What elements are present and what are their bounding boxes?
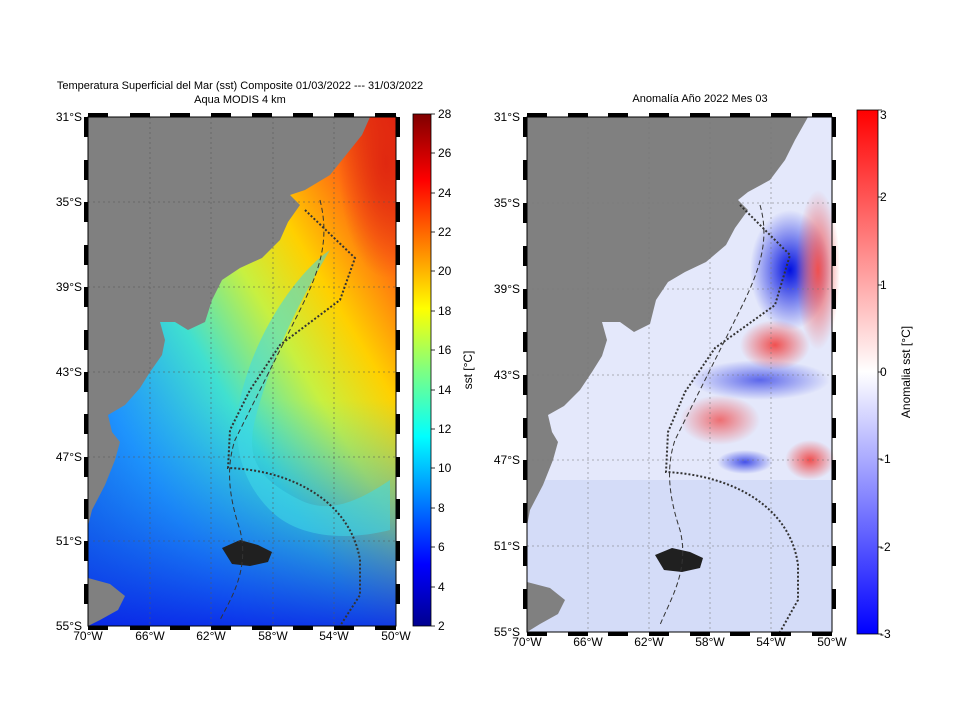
left-cbar-tick-6: 6	[438, 540, 445, 554]
right-ez-boundary	[664, 204, 799, 633]
left-lat-label-31: 31°S	[56, 110, 82, 124]
left-lon-label-50: 50°W	[381, 629, 411, 643]
right-warm-anomaly-mid	[740, 320, 810, 370]
right-colorbar-ticks	[878, 109, 882, 635]
right-map-title: Anomalía Año 2022 Mes 03	[632, 93, 768, 105]
left-isobath	[219, 199, 325, 621]
right-land-tierra-del-fuego	[527, 582, 565, 632]
right-anomaly-map: 31°S 35°S 39°S 43°S 47°S 51°S 55°S 70°W …	[494, 110, 848, 649]
left-cbar-tick-24: 24	[438, 186, 452, 200]
left-lat-label-43: 43°S	[56, 365, 82, 379]
left-cbar-tick-8: 8	[438, 501, 445, 515]
right-lon-label-54: 54°W	[756, 635, 786, 649]
left-lon-label-58: 58°W	[258, 629, 288, 643]
left-cbar-tick-4: 4	[438, 580, 445, 594]
right-colorbar-ramp	[856, 109, 879, 635]
right-lon-label-58: 58°W	[695, 635, 725, 649]
left-lon-label-70: 70°W	[73, 629, 103, 643]
right-cbar-tick-neg2: -2	[880, 540, 891, 554]
right-lon-label-70: 70°W	[512, 635, 542, 649]
right-cbar-tick-1: 1	[880, 278, 887, 292]
left-cbar-tick-20: 20	[438, 264, 452, 278]
left-lon-label-62: 62°W	[196, 629, 226, 643]
left-cbar-tick-2: 2	[438, 619, 445, 633]
left-map-title-line2: Aqua MODIS 4 km	[194, 94, 286, 106]
left-colorbar-label: sst [°C]	[461, 351, 475, 390]
left-sst-map: 31°S 35°S 39°S 43°S 47°S 51°S 55°S 70°W …	[56, 110, 412, 643]
left-lat-label-35: 35°S	[56, 195, 82, 209]
left-lat-label-39: 39°S	[56, 280, 82, 294]
left-malvinas-current	[237, 250, 390, 536]
right-cbar-tick-3: 3	[880, 108, 887, 122]
right-colorbar-label: Anomalia sst [°C]	[899, 326, 913, 418]
right-frame-ticks	[523, 113, 836, 636]
right-colorbar: 3 2 1 0 -1 -2 -3 Anomalia sst [°C]	[856, 108, 913, 641]
right-cbar-tick-neg3: -3	[880, 627, 891, 641]
right-warm-anomaly-east	[796, 190, 840, 350]
right-lat-label-35: 35°S	[494, 196, 520, 210]
left-cbar-tick-14: 14	[438, 383, 452, 397]
right-lat-label-51: 51°S	[494, 539, 520, 553]
right-cbar-tick-neg1: -1	[880, 452, 891, 466]
right-warm-anomaly-center	[680, 395, 760, 445]
left-cbar-tick-22: 22	[438, 225, 452, 239]
right-map-frame	[526, 116, 833, 633]
left-lon-label-66: 66°W	[135, 629, 165, 643]
right-lat-label-47: 47°S	[494, 453, 520, 467]
left-cbar-tick-28: 28	[438, 107, 452, 121]
right-lon-label-66: 66°W	[573, 635, 603, 649]
right-lat-label-43: 43°S	[494, 368, 520, 382]
left-cbar-tick-12: 12	[438, 422, 452, 436]
left-lat-label-55: 55°S	[56, 619, 82, 633]
right-land-malvinas	[655, 548, 703, 572]
right-warm-anomaly-se	[785, 440, 835, 480]
left-lat-label-51: 51°S	[56, 534, 82, 548]
right-lat-label-31: 31°S	[494, 110, 520, 124]
right-gridlines	[527, 117, 832, 632]
right-land-continent	[527, 117, 808, 526]
left-frame-ticks	[84, 113, 400, 630]
right-isobath	[659, 204, 765, 626]
left-cbar-tick-16: 16	[438, 343, 452, 357]
right-cbar-tick-0: 0	[880, 365, 887, 379]
left-cbar-tick-10: 10	[438, 461, 452, 475]
left-lon-label-54: 54°W	[319, 629, 349, 643]
right-cold-anomaly-band	[690, 360, 830, 400]
right-lon-label-62: 62°W	[634, 635, 664, 649]
right-lat-label-39: 39°S	[494, 282, 520, 296]
right-cold-anomaly-south	[717, 450, 773, 474]
left-cbar-tick-18: 18	[438, 304, 452, 318]
left-map-title-line1: Temperatura Superficial del Mar (sst) Co…	[56, 80, 424, 92]
right-lat-label-55: 55°S	[494, 625, 520, 639]
right-cbar-tick-2: 2	[880, 190, 887, 204]
right-lon-label-50: 50°W	[817, 635, 847, 649]
left-lat-label-47: 47°S	[56, 450, 82, 464]
left-cbar-tick-26: 26	[438, 146, 452, 160]
left-land-malvinas	[222, 540, 272, 566]
left-colorbar-ramp	[412, 113, 432, 627]
left-land-continent	[88, 117, 370, 526]
left-colorbar: 28 26 24 22 20 18 16 14 12 10 8 6 4 2 ss…	[412, 107, 475, 633]
left-map-frame	[87, 116, 397, 627]
left-land-tierra-del-fuego	[88, 578, 125, 626]
left-colorbar-ticks	[431, 113, 435, 627]
